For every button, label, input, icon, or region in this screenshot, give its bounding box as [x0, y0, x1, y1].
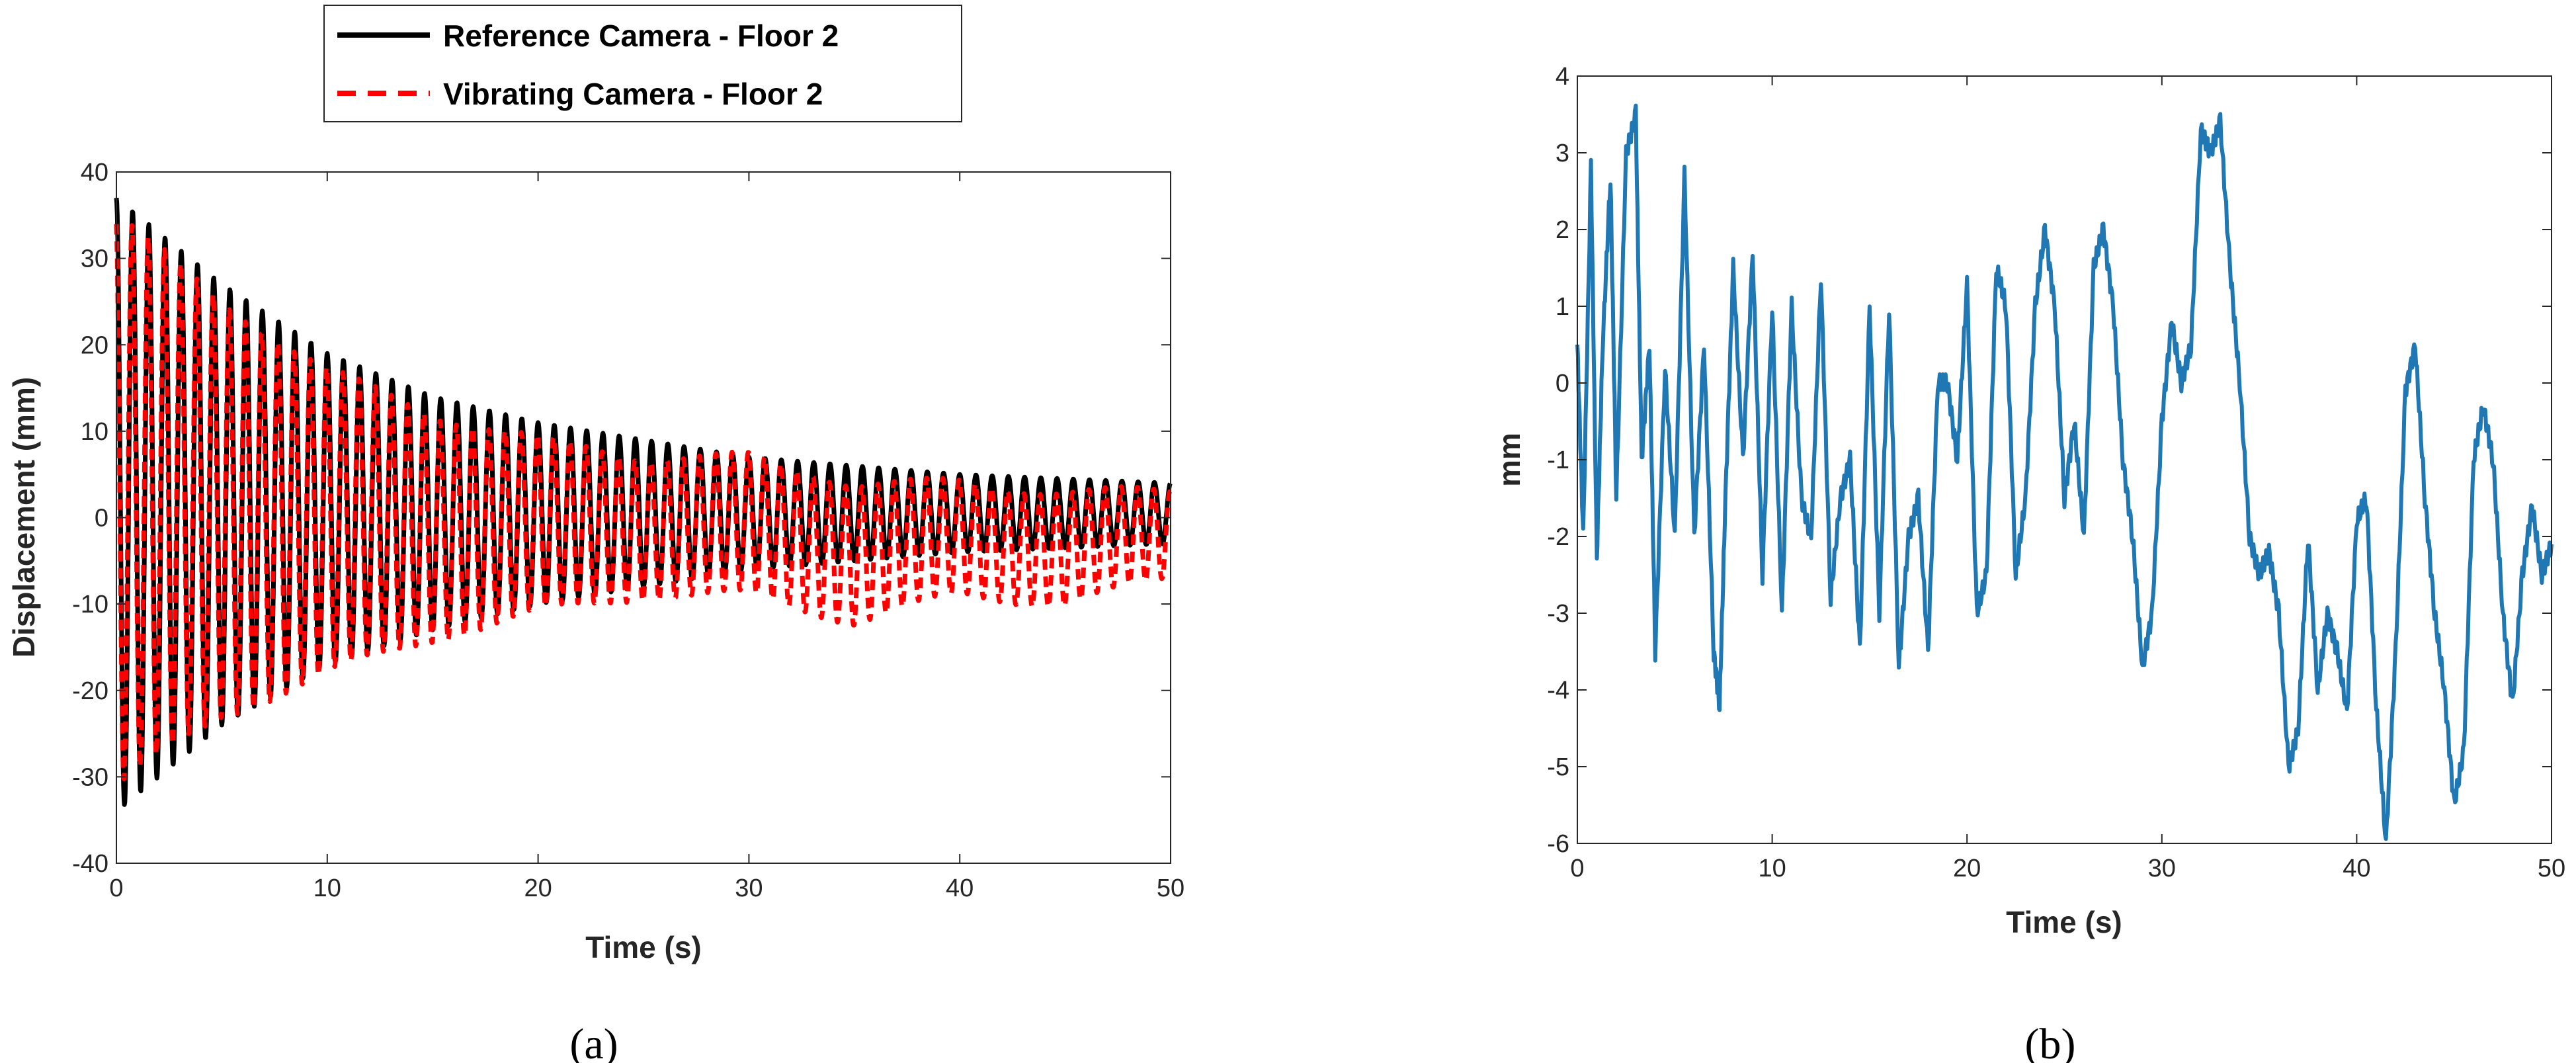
- chart-a-y-tick-label: 30: [81, 245, 108, 273]
- chart-b-x-tick-label: 20: [1953, 855, 1981, 882]
- chart-b-y-axis-label: mm: [1492, 433, 1526, 487]
- chart-b-y-tick-label: -4: [1547, 677, 1569, 704]
- chart-b-axes: 0 10 20 30 40 50 -6 -5 -4 -3 -2 -1 0 1 2 3 4: [1547, 63, 2565, 882]
- chart-a-y-tick-label: 40: [81, 159, 108, 187]
- chart-b-series-line-1: [1575, 103, 2554, 841]
- chart-a-series-line-1: [114, 197, 1173, 807]
- chart-a-axes: 0 10 20 30 40 50 -40 -30 -20 -10 0 10 20 30 40: [72, 159, 1184, 902]
- chart-b-panel-label: (b): [2025, 1020, 2076, 1063]
- chart-a-y-axis-label: Displacement (mm): [7, 377, 41, 658]
- chart-a-y-tick-label: 10: [81, 418, 108, 446]
- chart-b-y-tick-label: -1: [1547, 446, 1569, 474]
- chart-b-y-tick-label: -3: [1547, 600, 1569, 628]
- chart-b-series-group: [1575, 103, 2554, 841]
- chart-b-x-tick-label: 40: [2343, 855, 2370, 882]
- chart-a-x-tick-label: 0: [109, 874, 123, 902]
- chart-b-x-tick-label: 30: [2148, 855, 2176, 882]
- chart-b: 0 10 20 30 40 50 -6 -5 -4 -3 -2 -1 0 1 2 3 4 Time (s) mm…: [1492, 63, 2565, 1063]
- chart-a: 0 10 20 30 40 50 -40 -30 -20 -10 0 10 20 30 40 Time (s…: [7, 5, 1184, 1063]
- chart-a-panel-label: (a): [569, 1020, 618, 1063]
- legend-label-vibrating: Vibrating Camera - Floor 2: [443, 77, 823, 111]
- chart-a-x-tick-label: 50: [1157, 874, 1184, 902]
- chart-a-series-group: [114, 197, 1173, 807]
- chart-a-x-tick-label: 30: [735, 874, 763, 902]
- chart-a-y-tick-label: -10: [72, 591, 108, 618]
- chart-b-y-tick-label: 2: [1556, 216, 1569, 244]
- chart-b-y-tick-label: 4: [1556, 63, 1569, 91]
- legend-label-reference: Reference Camera - Floor 2: [443, 19, 839, 53]
- legend-box: [323, 5, 962, 122]
- chart-a-legend: Reference Camera - Floor 2 Vibrating Cam…: [323, 5, 962, 122]
- chart-a-x-axis-label: Time (s): [585, 930, 702, 964]
- chart-b-x-tick-label: 10: [1758, 855, 1786, 882]
- chart-a-series-line-2: [114, 223, 1173, 781]
- chart-b-y-tick-label: 0: [1556, 370, 1569, 398]
- chart-a-y-tick-label: 20: [81, 331, 108, 359]
- chart-b-y-tick-label: 1: [1556, 293, 1569, 321]
- chart-b-y-tick-label: -5: [1547, 753, 1569, 781]
- chart-a-x-tick-label: 10: [313, 874, 341, 902]
- chart-a-x-tick-label: 40: [946, 874, 974, 902]
- chart-a-y-tick-label: -30: [72, 763, 108, 791]
- chart-b-x-tick-label: 50: [2538, 855, 2565, 882]
- chart-a-y-tick-label: 0: [95, 505, 108, 532]
- chart-b-y-tick-label: -2: [1547, 523, 1569, 551]
- chart-b-y-tick-label: 3: [1556, 140, 1569, 167]
- chart-a-x-tick-label: 20: [524, 874, 552, 902]
- chart-b-x-tick-label: 0: [1570, 855, 1584, 882]
- chart-a-y-tick-label: -20: [72, 677, 108, 705]
- chart-b-y-tick-label: -6: [1547, 830, 1569, 858]
- chart-a-y-tick-label: -40: [72, 850, 108, 878]
- chart-b-x-axis-label: Time (s): [2006, 905, 2122, 939]
